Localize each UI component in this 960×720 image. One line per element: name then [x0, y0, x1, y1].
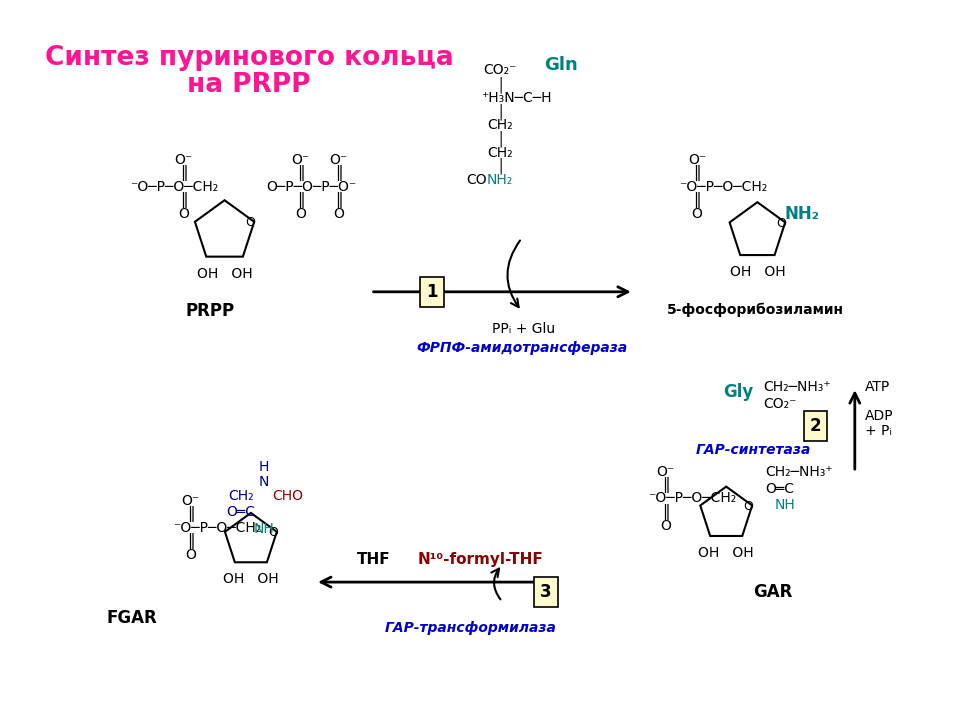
Text: O: O	[179, 207, 189, 221]
Text: ‖: ‖	[180, 192, 187, 208]
Text: O⁻: O⁻	[181, 494, 200, 508]
Text: PPᵢ + Glu: PPᵢ + Glu	[492, 322, 555, 336]
Text: Gly: Gly	[723, 383, 754, 401]
Text: Синтез пуринового кольца: Синтез пуринового кольца	[44, 45, 453, 71]
Text: H: H	[258, 460, 269, 474]
Text: ⁻O─P─O─CH₂: ⁻O─P─O─CH₂	[130, 179, 218, 194]
Text: OH   OH: OH OH	[197, 267, 252, 282]
Text: 2: 2	[810, 417, 822, 435]
Text: N¹⁰-formyl-THF: N¹⁰-formyl-THF	[418, 552, 543, 567]
Text: CO: CO	[466, 173, 487, 186]
Text: ⁺H₃N─C─H: ⁺H₃N─C─H	[481, 91, 551, 105]
Text: FGAR: FGAR	[107, 609, 157, 627]
Text: │: │	[496, 76, 504, 93]
Text: O⁻: O⁻	[688, 153, 707, 167]
Text: ⁻O─P─O─CH₂: ⁻O─P─O─CH₂	[173, 521, 261, 534]
Text: NH₂: NH₂	[487, 173, 513, 186]
Text: O⁻: O⁻	[292, 153, 310, 167]
Text: CH₂: CH₂	[488, 145, 513, 160]
Text: O: O	[333, 207, 344, 221]
Text: ‖: ‖	[186, 506, 194, 522]
Text: O⁻: O⁻	[175, 153, 193, 167]
Text: ГАР-трансформилаза: ГАР-трансформилаза	[385, 621, 557, 635]
Text: O═C: O═C	[227, 505, 255, 519]
Text: + Pᵢ: + Pᵢ	[865, 424, 892, 438]
Text: ‖: ‖	[693, 192, 701, 208]
Text: NH: NH	[775, 498, 796, 512]
Text: ‖: ‖	[180, 165, 187, 181]
Text: ГАР-синтетаза: ГАР-синтетаза	[696, 443, 811, 456]
Text: CO₂⁻: CO₂⁻	[763, 397, 797, 411]
Text: ‖: ‖	[335, 192, 343, 208]
Text: 1: 1	[426, 283, 438, 301]
Text: ‖: ‖	[662, 504, 670, 520]
Text: THF: THF	[357, 552, 391, 567]
Text: O: O	[268, 526, 278, 539]
Text: O─P─O─P─O⁻: O─P─O─P─O⁻	[267, 179, 357, 194]
Text: O═C: O═C	[765, 482, 794, 495]
Text: N: N	[258, 474, 269, 489]
Text: │: │	[496, 103, 504, 120]
Text: O: O	[185, 548, 196, 562]
Text: PRPP: PRPP	[185, 302, 234, 320]
Text: CH₂: CH₂	[228, 490, 254, 503]
Text: │: │	[496, 130, 504, 147]
Text: CO₂⁻: CO₂⁻	[484, 63, 517, 77]
Text: CH₂: CH₂	[488, 118, 513, 132]
Text: ‖: ‖	[693, 165, 701, 181]
Text: ‖: ‖	[335, 165, 343, 181]
Text: NH: NH	[253, 521, 274, 536]
Text: O: O	[295, 207, 306, 221]
Text: │: │	[496, 158, 504, 174]
Text: O: O	[777, 217, 786, 230]
Text: O: O	[660, 518, 671, 533]
Text: ATP: ATP	[865, 380, 890, 395]
Text: CHO: CHO	[273, 490, 303, 503]
Text: ⁻O─P─O─CH₂: ⁻O─P─O─CH₂	[648, 491, 736, 505]
Text: OH   OH: OH OH	[223, 572, 278, 586]
Text: O: O	[691, 207, 703, 221]
Text: на PRPP: на PRPP	[187, 72, 311, 99]
Text: GAR: GAR	[754, 582, 793, 600]
Text: OH   OH: OH OH	[699, 546, 754, 560]
Text: ‖: ‖	[297, 192, 304, 208]
Text: 5-фосфорибозиламин: 5-фосфорибозиламин	[667, 302, 844, 317]
Text: ADP: ADP	[865, 410, 893, 423]
Text: 3: 3	[540, 582, 552, 600]
Text: O: O	[744, 500, 754, 513]
Text: ‖: ‖	[186, 534, 194, 549]
Text: ⁻O─P─O─CH₂: ⁻O─P─O─CH₂	[680, 179, 768, 194]
Text: O⁻: O⁻	[657, 465, 675, 479]
Text: OH   OH: OH OH	[730, 266, 785, 279]
Text: O⁻: O⁻	[329, 153, 348, 167]
Text: ‖: ‖	[297, 165, 304, 181]
Text: NH₂: NH₂	[784, 205, 820, 223]
Text: Gln: Gln	[543, 56, 578, 74]
Text: O: O	[245, 216, 255, 229]
Text: ‖: ‖	[662, 477, 670, 492]
Text: CH₂─NH₃⁺: CH₂─NH₃⁺	[765, 465, 833, 479]
Text: ФРПФ-амидотрансфераза: ФРПФ-амидотрансфераза	[416, 341, 627, 355]
Text: CH₂─NH₃⁺: CH₂─NH₃⁺	[763, 380, 830, 395]
